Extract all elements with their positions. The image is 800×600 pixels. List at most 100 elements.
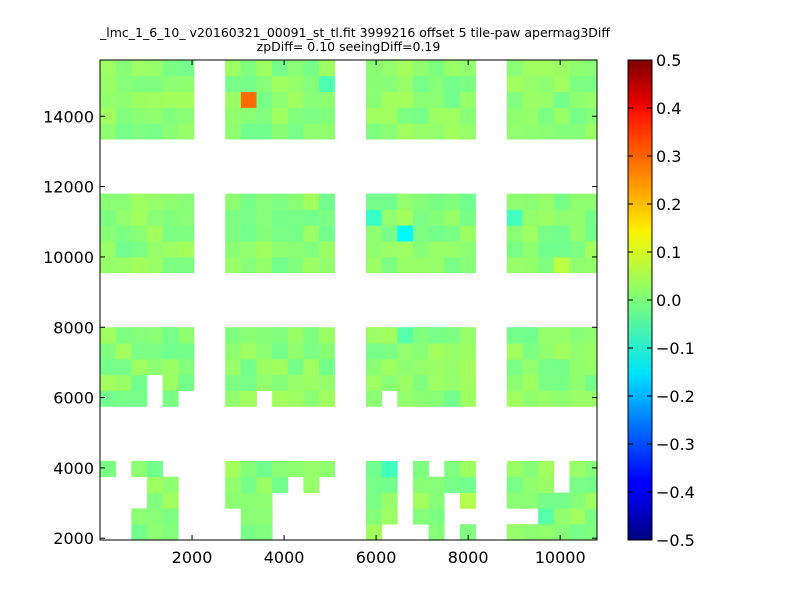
heatmap-cell (459, 209, 476, 226)
heatmap-cell (225, 327, 242, 344)
heatmap-cell (319, 123, 336, 140)
heatmap-cell (538, 492, 555, 509)
heatmap-cell (256, 358, 273, 376)
heatmap-cell (303, 460, 320, 478)
colorbar-tick-label: 0.4 (656, 99, 681, 118)
heatmap-cell (240, 123, 257, 140)
heatmap-cell (272, 209, 289, 226)
heatmap-cell (100, 343, 117, 360)
heatmap-cell (381, 193, 398, 210)
heatmap-cell (272, 107, 289, 124)
heatmap-cell (412, 91, 429, 108)
heatmap-cell (162, 476, 179, 493)
heatmap-cell (272, 75, 289, 93)
heatmap-cell (240, 358, 257, 376)
heatmap-cell (178, 225, 195, 242)
heatmap-cell (522, 91, 539, 108)
heatmap-cell (115, 91, 132, 108)
heatmap-cell (100, 107, 117, 124)
heatmap-cell (444, 60, 461, 77)
heatmap-cell (569, 476, 586, 493)
heatmap-cell (178, 327, 195, 344)
heatmap-cell (553, 193, 570, 210)
heatmap-cell (131, 390, 148, 407)
heatmap-cell (365, 508, 383, 525)
heatmap-cell (225, 241, 242, 258)
heatmap-cell (131, 343, 148, 360)
heatmap-cell (569, 358, 586, 376)
heatmap-cell (225, 343, 242, 360)
heatmap-cell (146, 241, 163, 258)
chart-title: _lmc_1_6_10_ v20160321_00091_st_tl.fit 3… (100, 26, 610, 54)
heatmap-cell (100, 374, 117, 391)
heatmap-cell (506, 492, 523, 509)
heatmap-cell (397, 123, 414, 140)
heatmap-cell (428, 492, 445, 509)
heatmap-cell (538, 91, 555, 108)
heatmap-cell (178, 358, 195, 376)
heatmap-cell (381, 123, 398, 140)
heatmap-cell (225, 390, 242, 407)
heatmap-cell (240, 60, 257, 77)
heatmap-cell (365, 75, 383, 93)
heatmap-cell (287, 225, 304, 242)
heatmap-cell (115, 209, 132, 226)
plot-frame (99, 59, 598, 541)
heatmap-cell (272, 241, 289, 258)
heatmap-cell (522, 343, 539, 360)
heatmap-cell (225, 91, 242, 108)
heatmap-cell (397, 256, 414, 274)
heatmap-cell (100, 193, 117, 210)
heatmap-cell (178, 91, 195, 108)
heatmap-cell (287, 327, 304, 344)
heatmap-cell (506, 60, 523, 77)
heatmap-cell (397, 390, 414, 407)
heatmap-cell (381, 225, 398, 242)
y-tick-label: 2000 (53, 529, 94, 548)
heatmap-cell (256, 241, 273, 258)
heatmap-cell (444, 91, 461, 108)
heatmap-cell (585, 193, 597, 210)
heatmap-cell (303, 193, 320, 210)
heatmap-cell (256, 460, 273, 478)
heatmap-cell (178, 193, 195, 210)
heatmap-cell (444, 209, 461, 226)
heatmap-cell (319, 374, 336, 391)
heatmap-cell (319, 358, 336, 376)
heatmap-cell (131, 374, 148, 391)
heatmap-cell (444, 193, 461, 210)
heatmap-cell (428, 75, 445, 93)
heatmap-cell (272, 358, 289, 376)
heatmap-cell (459, 225, 476, 242)
heatmap-cell (585, 343, 597, 360)
heatmap-cell (381, 209, 398, 226)
heatmap-cell (100, 91, 117, 108)
heatmap-cell (256, 327, 273, 344)
heatmap-cell (428, 60, 445, 77)
heatmap-cell (178, 75, 195, 93)
heatmap-cell (303, 91, 320, 108)
heatmap-cell (146, 460, 163, 478)
heatmap-cell (303, 75, 320, 93)
heatmap-cell (412, 390, 429, 407)
heatmap-cell (287, 343, 304, 360)
heatmap-cell (240, 327, 257, 344)
heatmap-cell (585, 327, 597, 344)
heatmap-cell (303, 241, 320, 258)
heatmap-cell (444, 75, 461, 93)
heatmap-cell (506, 209, 523, 226)
heatmap-cell (178, 241, 195, 258)
heatmap-cell (365, 343, 383, 360)
heatmap-cell (287, 193, 304, 210)
heatmap-cell (522, 524, 539, 540)
heatmap-cell (538, 75, 555, 93)
heatmap-cell (381, 60, 398, 77)
heatmap-cell (538, 460, 555, 478)
heatmap-cell (162, 107, 179, 124)
heatmap-cell (569, 492, 586, 509)
heatmap-cell (146, 225, 163, 242)
y-tick-label: 6000 (53, 389, 94, 408)
heatmap-cell (131, 60, 148, 77)
heatmap-cell (162, 256, 179, 274)
heatmap-cell (538, 60, 555, 77)
